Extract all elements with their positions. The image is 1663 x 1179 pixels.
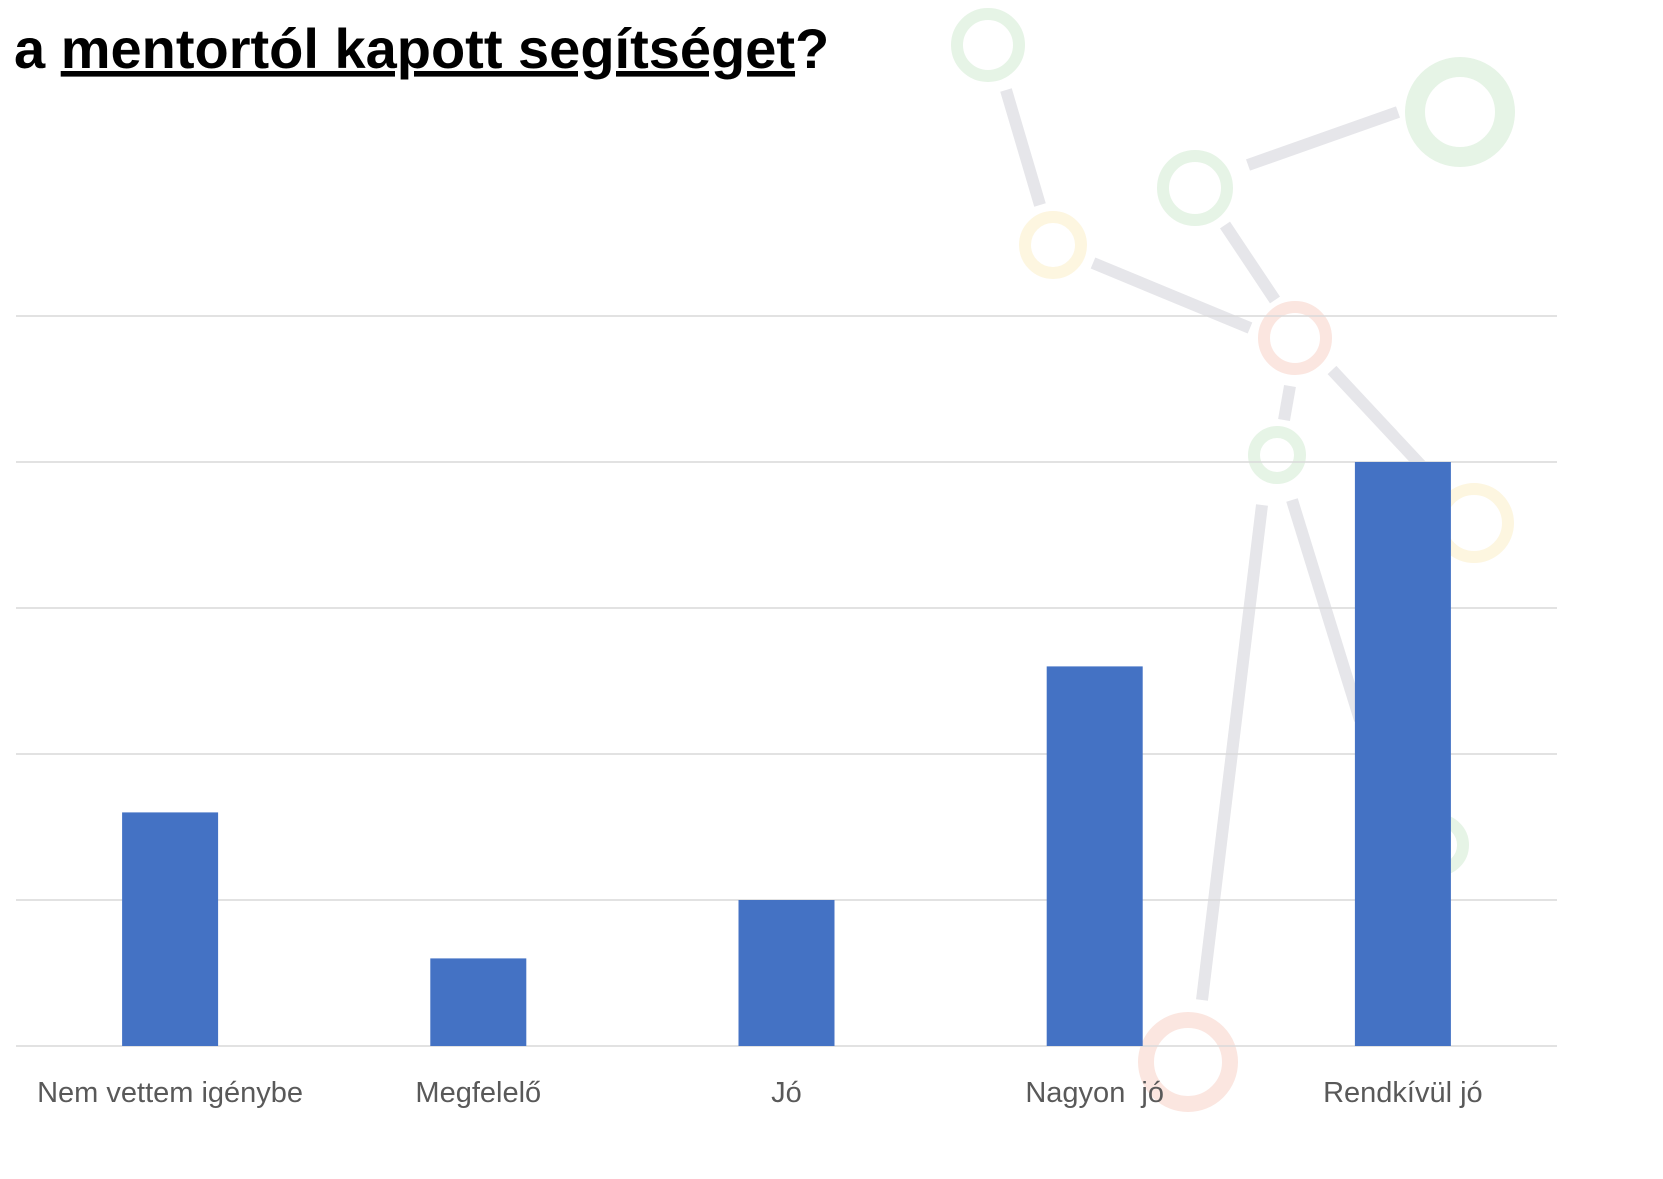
- x-tick-label: Nagyon jó: [1025, 1077, 1164, 1109]
- title-part: ?: [795, 17, 829, 80]
- bar: [122, 812, 219, 1046]
- bar: [1354, 462, 1451, 1046]
- deco-line: [1278, 384, 1296, 422]
- deco-line: [1327, 365, 1435, 480]
- bar: [430, 958, 527, 1046]
- deco-line: [1090, 257, 1253, 334]
- x-tick-label: Rendkívül jó: [1323, 1077, 1483, 1109]
- deco-line: [1286, 498, 1366, 722]
- x-tick-label: Jó: [771, 1077, 802, 1109]
- deco-line: [1000, 88, 1046, 207]
- title-part: mentortól kapott segítséget: [61, 17, 795, 80]
- deco-line: [1220, 221, 1280, 304]
- deco-circle: [1258, 301, 1332, 375]
- deco-circle: [1248, 426, 1306, 484]
- bar: [738, 900, 835, 1046]
- x-tick-label: Nem vettem igénybe: [37, 1077, 303, 1109]
- bar: [1046, 666, 1143, 1046]
- deco-line: [1246, 106, 1400, 171]
- deco-circle: [1138, 1012, 1238, 1112]
- deco-circle: [1019, 211, 1087, 279]
- deco-line: [1196, 504, 1268, 1001]
- x-tick-label: Megfelelő: [415, 1077, 541, 1109]
- deco-circle: [1157, 150, 1233, 226]
- deco-circle: [1405, 57, 1515, 167]
- deco-circle: [951, 8, 1025, 82]
- title-part: a: [14, 17, 61, 80]
- chart-title: a mentortól kapott segítséget?: [14, 17, 829, 80]
